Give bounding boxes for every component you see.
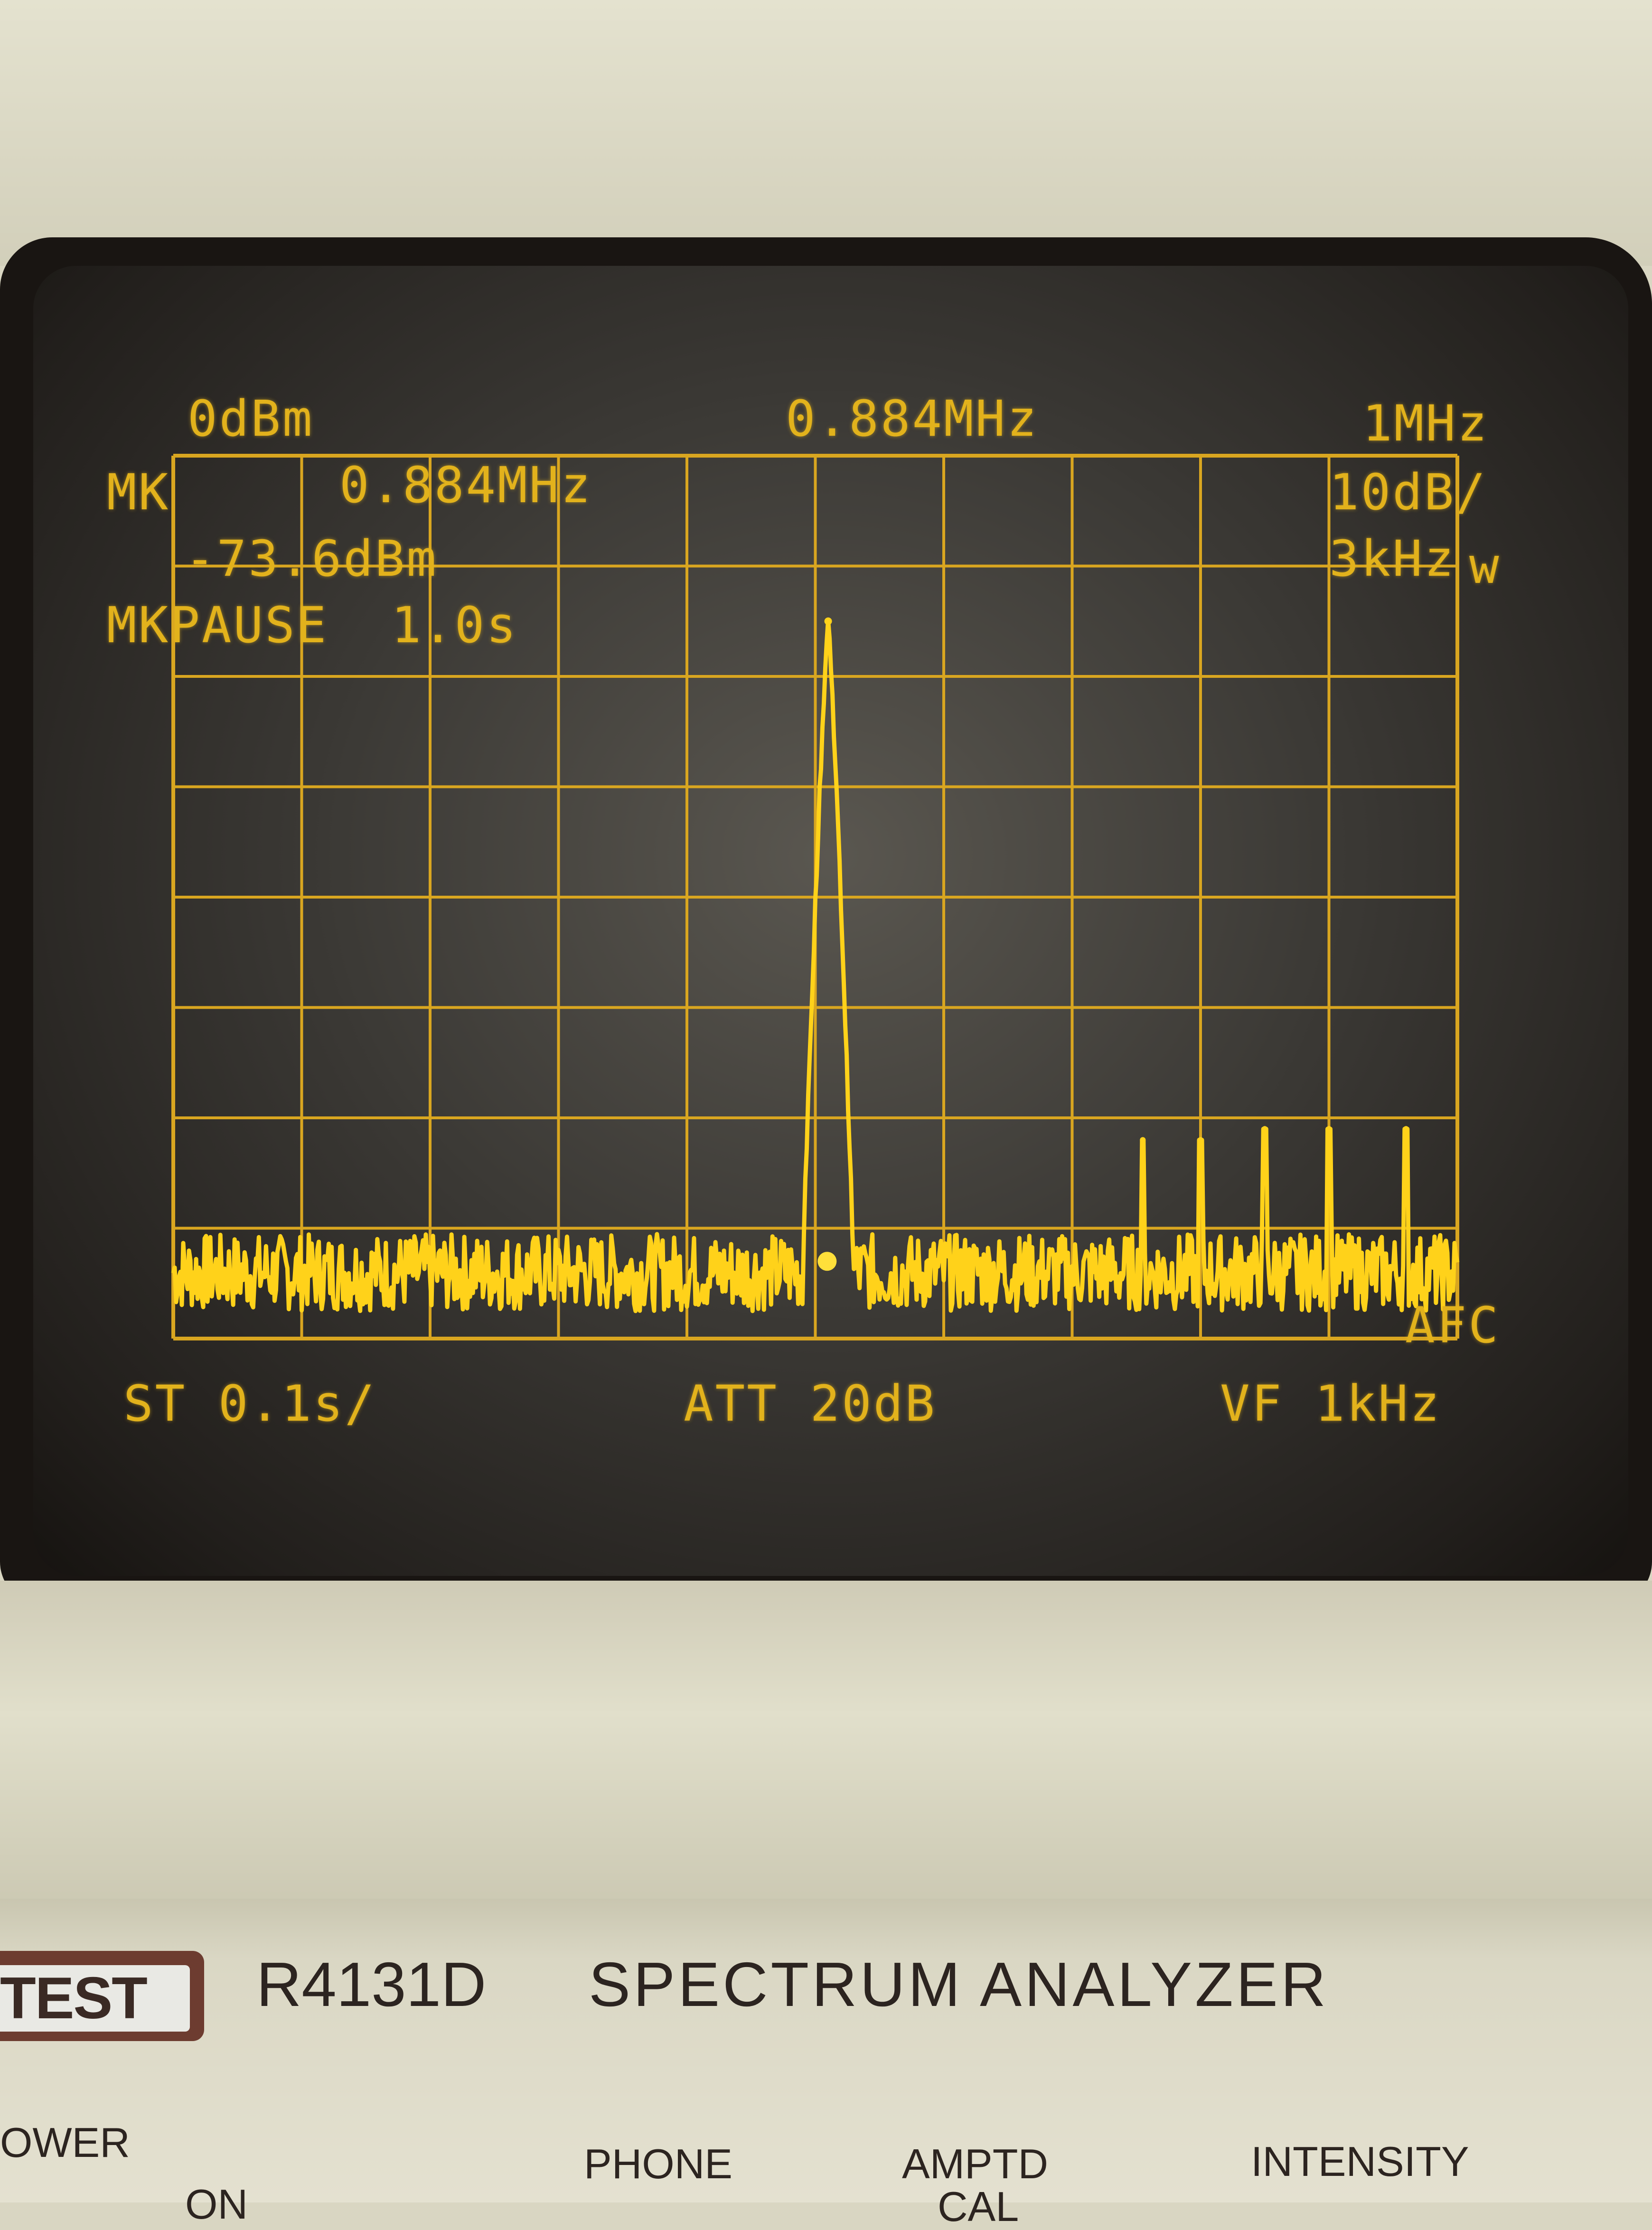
reference-level: 0dBm — [188, 390, 314, 448]
amptd-cal-label: CAL — [938, 2183, 1019, 2230]
span-readout: 1MHz — [1362, 394, 1489, 452]
spectrum-trace — [171, 617, 1460, 1313]
spur-point — [1140, 1137, 1146, 1143]
marker-pause: MKPAUSE 1.0s — [107, 596, 518, 654]
intensity-label: INTENSITY — [1251, 2138, 1469, 2185]
rbw-suffix: w — [1469, 537, 1501, 595]
marker-dot — [817, 1252, 837, 1271]
brand-logo: TEST — [0, 1965, 190, 2032]
marker-level: -73.6dBm — [185, 530, 438, 588]
spur-point — [1326, 1126, 1332, 1132]
marker-frequency: 0.884MHz — [339, 456, 592, 514]
power-on-label: ON — [185, 2181, 248, 2228]
sweep-time: ST 0.1s/ — [123, 1375, 376, 1433]
amptd-label: AMPTD — [902, 2140, 1048, 2187]
instrument-top-bezel — [0, 0, 1652, 266]
peak-point — [824, 617, 832, 625]
crt-screen — [33, 266, 1628, 1576]
spectrum-trace-line — [171, 618, 1460, 1313]
power-label: OWER — [0, 2119, 130, 2166]
front-panel — [0, 1899, 1652, 2202]
spur-point — [1262, 1126, 1268, 1132]
model-number: R4131D — [256, 1949, 487, 2019]
rbw-readout: 3kHz — [1329, 530, 1456, 588]
lower-bezel — [0, 1581, 1652, 1913]
phone-label: PHONE — [584, 2140, 732, 2187]
center-frequency: 0.884MHz — [786, 390, 1039, 448]
scale-readout: 10dB/ — [1329, 463, 1488, 521]
spur-point — [1403, 1126, 1409, 1132]
video-filter: VF 1kHz — [1220, 1375, 1442, 1433]
afc-indicator: AFC — [1405, 1296, 1500, 1354]
instrument-title: SPECTRUM ANALYZER — [589, 1949, 1329, 2019]
attenuation: ATT 20dB — [684, 1375, 937, 1433]
marker-label: MK — [107, 463, 170, 521]
spur-point — [1198, 1137, 1203, 1143]
